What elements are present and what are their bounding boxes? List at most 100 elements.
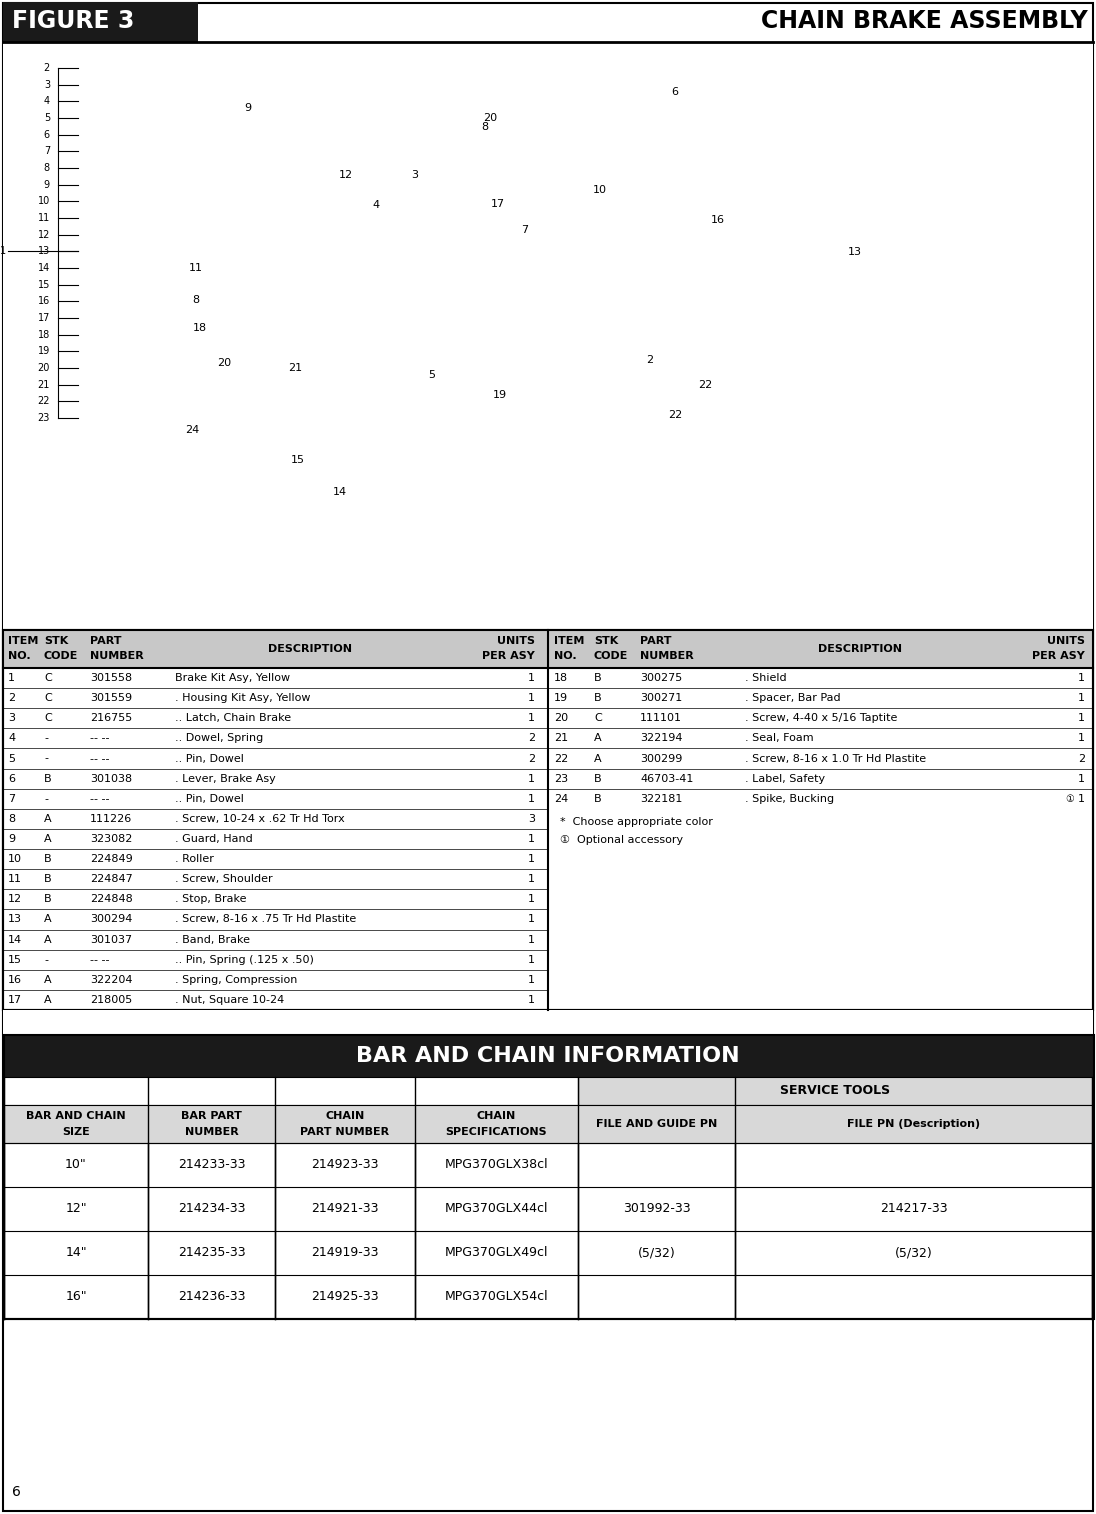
Text: STK: STK <box>594 636 618 645</box>
Text: 300299: 300299 <box>640 754 683 763</box>
Text: CHAIN: CHAIN <box>326 1111 365 1122</box>
Text: 11: 11 <box>37 213 50 223</box>
Text: 1: 1 <box>0 247 5 256</box>
Text: 10": 10" <box>65 1158 87 1172</box>
Text: 18: 18 <box>193 322 207 333</box>
Text: 12: 12 <box>8 895 22 904</box>
Text: SIZE: SIZE <box>62 1126 90 1137</box>
Text: 15: 15 <box>37 280 50 289</box>
Text: .. Dowel, Spring: .. Dowel, Spring <box>175 733 263 743</box>
Text: ITEM: ITEM <box>8 636 38 645</box>
Text: 1: 1 <box>1078 674 1085 683</box>
Text: .. Pin, Dowel: .. Pin, Dowel <box>175 793 244 804</box>
Text: . Guard, Hand: . Guard, Hand <box>175 834 253 843</box>
Text: 218005: 218005 <box>90 995 133 1005</box>
Text: 20: 20 <box>37 363 50 372</box>
Text: 22: 22 <box>698 380 712 391</box>
Text: B: B <box>44 874 52 884</box>
Text: . Screw, 8-16 x 1.0 Tr Hd Plastite: . Screw, 8-16 x 1.0 Tr Hd Plastite <box>745 754 926 763</box>
Text: 13: 13 <box>848 247 861 257</box>
Text: 2: 2 <box>647 354 653 365</box>
Text: 16": 16" <box>65 1290 87 1304</box>
Text: 8: 8 <box>44 164 50 173</box>
Text: 19: 19 <box>493 391 507 400</box>
Text: A: A <box>44 975 52 984</box>
Text: 1: 1 <box>1078 693 1085 702</box>
Text: . Shield: . Shield <box>745 674 787 683</box>
Text: 23: 23 <box>553 774 568 784</box>
Text: 1: 1 <box>528 674 535 683</box>
Text: 8: 8 <box>193 295 199 304</box>
Text: C: C <box>44 693 52 702</box>
Text: 5: 5 <box>44 114 50 123</box>
Text: 1: 1 <box>528 955 535 964</box>
Text: 2: 2 <box>8 693 15 702</box>
Text: 214923-33: 214923-33 <box>311 1158 379 1172</box>
Text: 301992-33: 301992-33 <box>623 1202 690 1216</box>
Text: BAR PART: BAR PART <box>181 1111 242 1122</box>
Text: 1: 1 <box>8 674 15 683</box>
Text: FIGURE 3: FIGURE 3 <box>12 9 135 33</box>
Bar <box>3 2 198 42</box>
Text: 4: 4 <box>44 97 50 106</box>
Text: 7: 7 <box>522 226 528 235</box>
Text: (5/32): (5/32) <box>894 1246 933 1260</box>
Text: . Screw, 4-40 x 5/16 Taptite: . Screw, 4-40 x 5/16 Taptite <box>745 713 898 724</box>
Text: 17: 17 <box>8 995 22 1005</box>
Text: DESCRIPTION: DESCRIPTION <box>269 643 352 654</box>
Text: PER ASY: PER ASY <box>482 651 535 660</box>
Text: 22: 22 <box>553 754 568 763</box>
Text: 1: 1 <box>528 693 535 702</box>
Text: DESCRIPTION: DESCRIPTION <box>818 643 902 654</box>
Text: 216755: 216755 <box>90 713 133 724</box>
Text: B: B <box>44 854 52 864</box>
Text: 2: 2 <box>528 754 535 763</box>
Text: 15: 15 <box>8 955 22 964</box>
Text: -: - <box>44 733 48 743</box>
Text: 224847: 224847 <box>90 874 133 884</box>
Text: CODE: CODE <box>44 651 79 660</box>
Text: 11: 11 <box>189 263 203 273</box>
Text: NUMBER: NUMBER <box>184 1126 238 1137</box>
Text: 111226: 111226 <box>90 815 133 824</box>
Text: A: A <box>44 995 52 1005</box>
Text: 1: 1 <box>1078 774 1085 784</box>
Bar <box>3 630 548 668</box>
Text: 21: 21 <box>553 733 568 743</box>
Text: 8: 8 <box>8 815 15 824</box>
Text: 1: 1 <box>1078 713 1085 724</box>
Text: -- --: -- -- <box>90 733 110 743</box>
Text: 17: 17 <box>37 313 50 322</box>
Text: .. Latch, Chain Brake: .. Latch, Chain Brake <box>175 713 292 724</box>
Text: CODE: CODE <box>594 651 628 660</box>
Text: (5/32): (5/32) <box>638 1246 675 1260</box>
Text: B: B <box>594 674 602 683</box>
Text: 15: 15 <box>292 456 305 465</box>
Text: PART NUMBER: PART NUMBER <box>300 1126 389 1137</box>
Text: 111101: 111101 <box>640 713 682 724</box>
Text: 9: 9 <box>244 103 252 114</box>
Text: 18: 18 <box>37 330 50 339</box>
Text: 1: 1 <box>528 713 535 724</box>
Text: 21: 21 <box>37 380 50 389</box>
Text: 4: 4 <box>8 733 15 743</box>
Text: 6: 6 <box>8 774 15 784</box>
Text: 2: 2 <box>44 64 50 73</box>
Text: . Screw, Shoulder: . Screw, Shoulder <box>175 874 273 884</box>
Text: 16: 16 <box>37 297 50 306</box>
Text: 7: 7 <box>44 147 50 156</box>
Text: 214921-33: 214921-33 <box>311 1202 379 1216</box>
Text: -: - <box>44 793 48 804</box>
Text: ①  Optional accessory: ① Optional accessory <box>560 834 683 845</box>
Text: 5: 5 <box>429 369 435 380</box>
Text: 301559: 301559 <box>90 693 133 702</box>
Text: A: A <box>594 754 602 763</box>
Text: A: A <box>44 815 52 824</box>
Text: 46703-41: 46703-41 <box>640 774 694 784</box>
Bar <box>578 1076 1092 1105</box>
Text: 214919-33: 214919-33 <box>311 1246 379 1260</box>
Text: 300271: 300271 <box>640 693 682 702</box>
Text: 1: 1 <box>528 774 535 784</box>
Text: 301558: 301558 <box>90 674 133 683</box>
Bar <box>3 630 1093 1010</box>
